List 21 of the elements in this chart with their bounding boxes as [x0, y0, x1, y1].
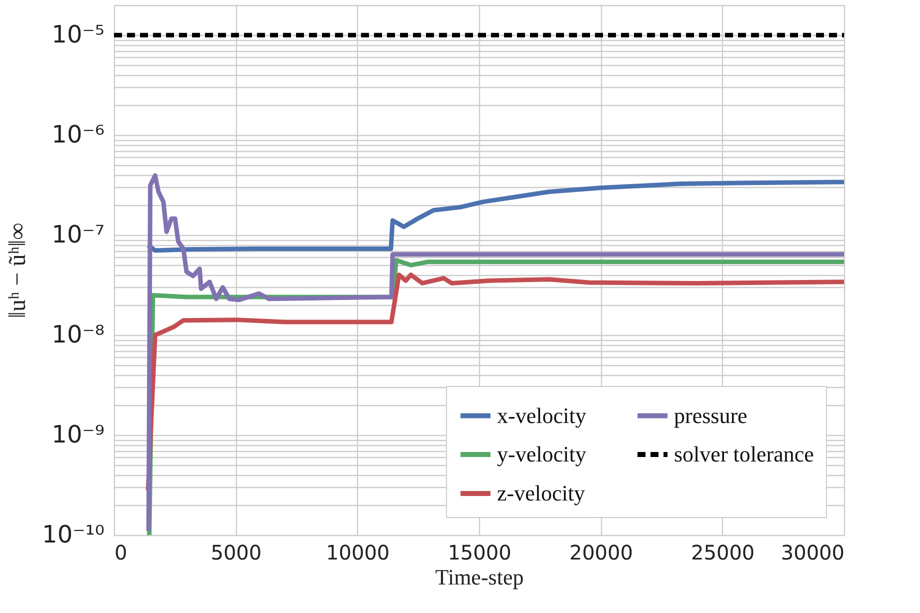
legend-label: pressure [674, 402, 748, 428]
x-tick-label: 25000 [691, 540, 755, 564]
y-tick-label: 10⁻⁸ [52, 320, 104, 349]
x-tick-label: 15000 [448, 540, 512, 564]
legend-label: solver tolerance [674, 442, 814, 466]
y-tick-label: 10⁻¹⁰ [42, 520, 104, 548]
y-tick-label: 10⁻⁷ [52, 220, 104, 249]
x-tick-label: 10000 [326, 540, 390, 564]
line-series [146, 180, 844, 253]
y-tick-label: 10⁻⁹ [52, 420, 104, 449]
x-tick-label: 20000 [569, 540, 633, 564]
y-axis-title: ‖uʰ − ũʰ‖∞ [5, 222, 32, 318]
legend-label: y-velocity [497, 442, 586, 466]
x-tick-label: 5000 [210, 540, 262, 564]
legend-label: x-velocity [497, 402, 586, 428]
legend-label: z-velocity [497, 480, 585, 506]
x-tick-label: 0 [114, 540, 128, 564]
x-axis-title: Time-step [435, 564, 524, 590]
x-tick-label: 30000 [780, 540, 844, 564]
y-tick-label: 10⁻⁶ [52, 120, 104, 149]
y-tick-label: 10⁻⁵ [52, 20, 104, 49]
